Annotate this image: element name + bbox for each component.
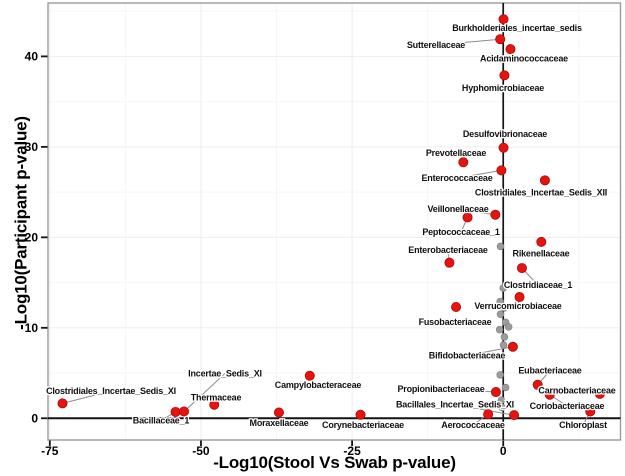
- data-point-red: [498, 142, 509, 153]
- y-tick-label: 10: [25, 321, 39, 335]
- y-tick-label: 0: [31, 411, 38, 425]
- data-point-red: [585, 406, 596, 417]
- label-leader-line: [457, 208, 496, 216]
- data-point-red: [490, 209, 501, 220]
- point-label: Hyphomicrobiaceae: [462, 83, 544, 93]
- data-point-gray: [496, 310, 505, 318]
- point-label: Chloroplast: [559, 420, 607, 430]
- data-point-red: [495, 34, 506, 45]
- point-label: Peptococcaceae_1: [422, 227, 500, 237]
- data-point-gray: [504, 323, 513, 331]
- data-point-red: [444, 257, 455, 268]
- data-point-gray: [501, 383, 510, 392]
- point-label: Bacillales_Incertae_Sedis_XI: [396, 400, 514, 410]
- data-point-red: [516, 263, 527, 274]
- point-label: Eubacteriaceae: [518, 366, 581, 376]
- point-label: Veillonellaceae: [427, 204, 488, 214]
- data-point-red: [458, 157, 469, 168]
- point-label: Burkholderiales_incertae_sedis: [452, 23, 582, 33]
- label-leader-line: [435, 38, 501, 46]
- point-label: Carnobacteriaceae: [538, 386, 615, 396]
- point-label: Enterobacteriaceae: [408, 245, 488, 255]
- y-tick-label: 40: [25, 50, 39, 64]
- point-label: Bacillaceae_1: [133, 416, 190, 426]
- y-tick-label: 30: [25, 140, 39, 154]
- data-point-red: [509, 410, 520, 421]
- point-label: Enterococcaceae: [421, 173, 492, 183]
- point-label: Thermaceae: [191, 393, 242, 403]
- data-point-gray: [496, 297, 504, 306]
- label-leader-line: [454, 404, 515, 416]
- data-point-red: [483, 409, 494, 420]
- data-point-red: [273, 407, 284, 418]
- point-label: Desulfovibrionaceae: [463, 129, 547, 139]
- data-point-red: [209, 399, 220, 410]
- point-label: Coriobacteriaceae: [530, 401, 605, 411]
- data-point-red: [594, 388, 605, 399]
- data-point-gray: [499, 284, 507, 292]
- x-tick-label: 0: [500, 444, 507, 458]
- label-leader-line: [440, 388, 496, 393]
- y-tick-label: 20: [25, 231, 39, 245]
- point-label: Campylobacteraceae: [275, 380, 362, 390]
- point-label: Aerococcaceae: [441, 420, 505, 430]
- x-axis-title: -Log10(Stool Vs Swab p-value): [213, 453, 456, 472]
- data-point-red: [544, 389, 555, 400]
- data-point-gray: [500, 304, 509, 312]
- point-label: Clostridiales_Incertae_Sedis_XI: [46, 386, 176, 396]
- data-point-red: [539, 175, 550, 186]
- data-point-gray: [499, 341, 508, 349]
- data-point-red: [462, 212, 473, 223]
- point-label: Sutterellaceae: [407, 40, 465, 50]
- point-label: Bifidobacteriaceae: [429, 351, 506, 361]
- data-point-red: [451, 301, 462, 312]
- label-leader-line: [456, 169, 502, 179]
- label-leader-line: [62, 390, 112, 404]
- point-label: Verrucomicrobiaceae: [474, 301, 561, 311]
- data-point-red: [507, 341, 518, 352]
- data-point-gray: [498, 403, 506, 412]
- x-tick-label: -75: [41, 444, 59, 458]
- point-label: Corynebacteriaceae: [322, 420, 404, 430]
- data-point-red: [496, 165, 507, 176]
- data-point-gray: [497, 396, 506, 404]
- x-tick-label: -25: [343, 444, 361, 458]
- point-label: Acidaminococcaceae: [480, 54, 568, 64]
- data-point-red: [498, 14, 509, 25]
- data-point-red: [536, 236, 547, 247]
- point-label: Propionibacteriaceae: [397, 384, 484, 394]
- x-tick-label: -50: [192, 444, 210, 458]
- point-label: Prevotellaceae: [426, 148, 486, 158]
- point-label: Clostridiaceae_1: [504, 280, 573, 290]
- point-label: Fusobacteriaceae: [419, 317, 492, 327]
- point-label: Moraxellaceae: [250, 418, 309, 428]
- data-point-red: [355, 409, 366, 420]
- data-point-red: [490, 387, 501, 398]
- point-label: Clostridiales_Incertae_Sedis_XII: [475, 188, 607, 198]
- data-point-gray: [495, 325, 504, 334]
- y-axis-title: -Log10(Participant p-value): [11, 116, 31, 330]
- point-label: Incertae_Sedis_XI: [188, 369, 262, 379]
- data-point-gray: [500, 333, 509, 341]
- panel-border: [47, 2, 622, 441]
- data-point-red: [179, 406, 190, 417]
- label-leader-line: [183, 373, 226, 412]
- data-point-red: [532, 379, 543, 390]
- data-point-red: [514, 292, 525, 303]
- data-point-gray: [496, 371, 504, 379]
- data-point-red: [57, 398, 68, 409]
- data-point-red: [505, 44, 516, 55]
- point-label: Rikenellaceae: [513, 249, 570, 259]
- data-point-red: [499, 70, 510, 81]
- data-point-red: [304, 370, 315, 381]
- data-point-gray: [496, 242, 505, 251]
